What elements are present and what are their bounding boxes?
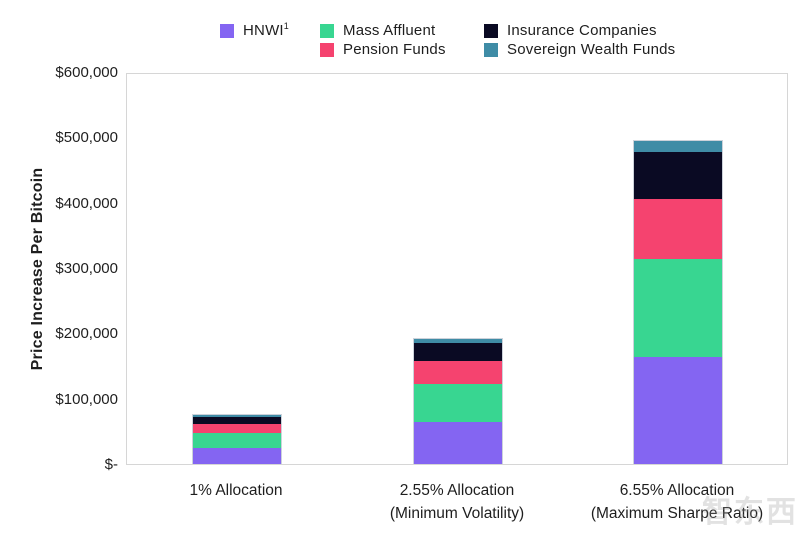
- bar-segment-hnwi: [634, 357, 722, 464]
- y-tick-label: $-: [104, 456, 118, 473]
- legend-label-mass-affluent: Mass Affluent: [343, 22, 436, 39]
- bar-segment-sovereign-wealth-funds: [414, 339, 502, 343]
- stacked-bar-3: [633, 140, 723, 464]
- stacked-bar-1: [192, 414, 282, 464]
- bar-segment-hnwi: [414, 422, 502, 464]
- legend-item-pension-funds: Pension Funds: [320, 41, 446, 58]
- bar-segment-pension-funds: [414, 361, 502, 384]
- bar-segment-insurance-companies: [193, 417, 281, 424]
- legend-label-insurance-companies: Insurance Companies: [507, 22, 657, 39]
- legend-swatch-insurance-companies: [484, 23, 498, 38]
- legend-swatch-pension-funds: [320, 42, 334, 57]
- legend-label-pension-funds: Pension Funds: [343, 41, 446, 58]
- bar-segment-insurance-companies: [414, 343, 502, 361]
- bar-segment-hnwi: [193, 448, 281, 464]
- bar-segment-pension-funds: [193, 424, 281, 433]
- plot-area: [126, 73, 788, 465]
- y-tick-label: $400,000: [55, 195, 118, 212]
- legend-item-sovereign-wealth-funds: Sovereign Wealth Funds: [484, 41, 675, 58]
- bar-segment-sovereign-wealth-funds: [634, 141, 722, 152]
- legend-item-hnwi: HNWI1: [220, 22, 289, 39]
- bar-segment-mass-affluent: [193, 433, 281, 448]
- legend-label-sovereign-wealth-funds: Sovereign Wealth Funds: [507, 41, 676, 58]
- legend-swatch-sovereign-wealth-funds: [484, 42, 498, 57]
- x-label-1pct: 1% Allocation: [189, 482, 283, 499]
- stacked-bar-2: [413, 338, 503, 464]
- y-tick-label: $500,000: [55, 129, 118, 146]
- bar-segment-pension-funds: [634, 199, 722, 259]
- legend-swatch-hnwi: [220, 23, 234, 38]
- bar-segment-mass-affluent: [634, 259, 722, 357]
- y-tick-label: $300,000: [55, 260, 118, 277]
- y-tick-label: $200,000: [55, 325, 118, 342]
- bar-segment-sovereign-wealth-funds: [193, 415, 281, 417]
- y-tick-label: $600,000: [55, 64, 118, 81]
- x-label-2-55pct: 2.55% Allocation (Minimum Volatility): [389, 482, 525, 522]
- bar-segment-mass-affluent: [414, 384, 502, 422]
- legend-item-mass-affluent: Mass Affluent: [320, 22, 435, 39]
- bars-layer: [127, 74, 787, 464]
- bar-segment-insurance-companies: [634, 152, 722, 199]
- y-tick-label: $100,000: [55, 391, 118, 408]
- legend-swatch-mass-affluent: [320, 23, 334, 38]
- legend-item-insurance-companies: Insurance Companies: [484, 22, 657, 39]
- legend-label-hnwi: HNWI1: [243, 21, 290, 40]
- x-label-6-55pct: 6.55% Allocation (Maximum Sharpe Ratio): [590, 482, 764, 522]
